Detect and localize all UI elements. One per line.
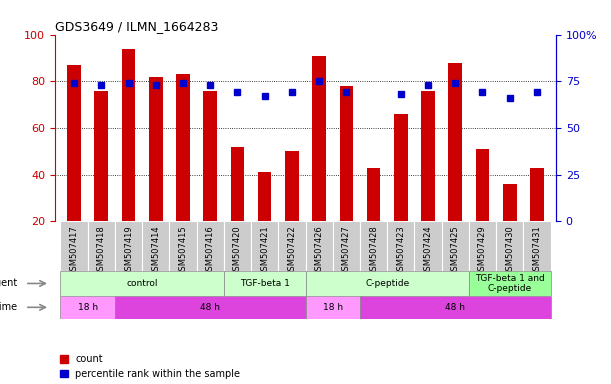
Bar: [469, 271, 551, 296]
Bar: [60, 296, 115, 319]
Bar: [67, 65, 81, 268]
Bar: [230, 147, 244, 268]
Text: GSM507418: GSM507418: [97, 225, 106, 276]
Bar: [312, 56, 326, 268]
Text: 18 h: 18 h: [323, 303, 343, 312]
Text: GSM507426: GSM507426: [315, 225, 324, 276]
Bar: [115, 296, 306, 319]
Bar: [87, 221, 115, 271]
Text: control: control: [126, 279, 158, 288]
Bar: [115, 221, 142, 271]
Bar: [95, 91, 108, 268]
Text: 18 h: 18 h: [78, 303, 98, 312]
Text: GDS3649 / ILMN_1664283: GDS3649 / ILMN_1664283: [55, 20, 218, 33]
Text: TGF-beta 1 and
C-peptide: TGF-beta 1 and C-peptide: [475, 274, 544, 293]
Text: time: time: [0, 302, 17, 312]
Bar: [530, 167, 544, 268]
Bar: [60, 221, 87, 271]
Text: GSM507422: GSM507422: [287, 225, 296, 276]
Bar: [340, 86, 353, 268]
Bar: [442, 221, 469, 271]
Bar: [421, 91, 435, 268]
Text: GSM507416: GSM507416: [206, 225, 214, 276]
Text: C-peptide: C-peptide: [365, 279, 409, 288]
Text: GSM507414: GSM507414: [152, 225, 160, 276]
Bar: [224, 271, 306, 296]
Bar: [122, 48, 135, 268]
Bar: [203, 91, 217, 268]
Text: GSM507424: GSM507424: [423, 225, 433, 276]
Text: GSM507421: GSM507421: [260, 225, 269, 276]
Text: 48 h: 48 h: [200, 303, 220, 312]
Text: GSM507415: GSM507415: [178, 225, 188, 276]
Text: GSM507429: GSM507429: [478, 225, 487, 276]
Bar: [176, 74, 190, 268]
Bar: [224, 221, 251, 271]
Bar: [360, 296, 551, 319]
Text: 48 h: 48 h: [445, 303, 465, 312]
Text: TGF-beta 1: TGF-beta 1: [240, 279, 290, 288]
Text: GSM507428: GSM507428: [369, 225, 378, 276]
Text: GSM507425: GSM507425: [451, 225, 459, 276]
Bar: [306, 221, 333, 271]
Text: agent: agent: [0, 278, 17, 288]
Bar: [360, 221, 387, 271]
Bar: [387, 221, 414, 271]
Bar: [285, 151, 299, 268]
Bar: [496, 221, 524, 271]
Bar: [278, 221, 306, 271]
Bar: [197, 221, 224, 271]
Bar: [169, 221, 197, 271]
Bar: [142, 221, 169, 271]
Text: GSM507427: GSM507427: [342, 225, 351, 276]
Bar: [469, 221, 496, 271]
Text: GSM507420: GSM507420: [233, 225, 242, 276]
Text: GSM507431: GSM507431: [532, 225, 541, 276]
Bar: [306, 271, 469, 296]
Text: GSM507417: GSM507417: [70, 225, 79, 276]
Bar: [149, 76, 163, 268]
Legend: count, percentile rank within the sample: count, percentile rank within the sample: [60, 354, 240, 379]
Bar: [476, 149, 489, 268]
Bar: [306, 296, 360, 319]
Text: GSM507419: GSM507419: [124, 225, 133, 276]
Bar: [524, 221, 551, 271]
Bar: [333, 221, 360, 271]
Text: GSM507423: GSM507423: [397, 225, 405, 276]
Text: GSM507430: GSM507430: [505, 225, 514, 276]
Bar: [448, 63, 462, 268]
Bar: [251, 221, 278, 271]
Bar: [258, 172, 271, 268]
Bar: [414, 221, 442, 271]
Bar: [394, 114, 408, 268]
Bar: [503, 184, 516, 268]
Bar: [367, 167, 381, 268]
Bar: [60, 271, 224, 296]
